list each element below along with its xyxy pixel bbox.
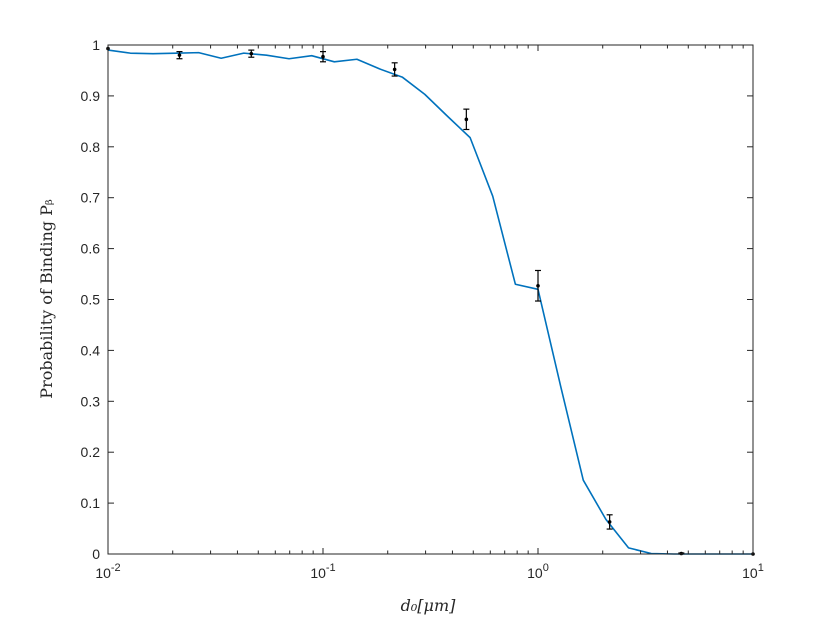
y-tick-label: 0.4 — [81, 342, 101, 358]
x-tick-label: 10-2 — [95, 562, 120, 581]
x-tick-label: 100 — [527, 562, 549, 581]
data-point — [249, 51, 254, 56]
data-point — [607, 520, 612, 524]
data-point — [679, 551, 684, 556]
data-point — [464, 117, 469, 122]
data-point — [177, 53, 182, 57]
axes: 0 0.1 0.2 0.3 0.4 0.5 0.6 0.7 0.8 0.9 1 10-2 10-1 100… — [81, 37, 764, 581]
y-tick-label: 1 — [92, 37, 100, 53]
y-tick-label: 0 — [92, 546, 100, 562]
y-tick-label: 0.1 — [81, 495, 101, 511]
y-tick-label: 0.9 — [81, 88, 101, 104]
x-tick-label: 10-1 — [310, 562, 335, 581]
data-point — [321, 54, 325, 59]
y-tick-label: 0.2 — [81, 444, 101, 460]
y-tick-label: 0.3 — [81, 393, 101, 409]
y-axis-label: Probability of Binding Pᵦ — [37, 199, 56, 399]
y-tick-label: 0.7 — [81, 190, 101, 206]
y-tick-label: 0.8 — [81, 139, 101, 155]
x-tick-label: 101 — [742, 562, 764, 581]
data-point — [392, 67, 397, 72]
y-tick-label: 0.5 — [81, 292, 101, 308]
data-point — [536, 283, 540, 288]
x-axis-label: d₀[μm] — [401, 596, 456, 615]
y-tick-label: 0.6 — [81, 241, 101, 257]
